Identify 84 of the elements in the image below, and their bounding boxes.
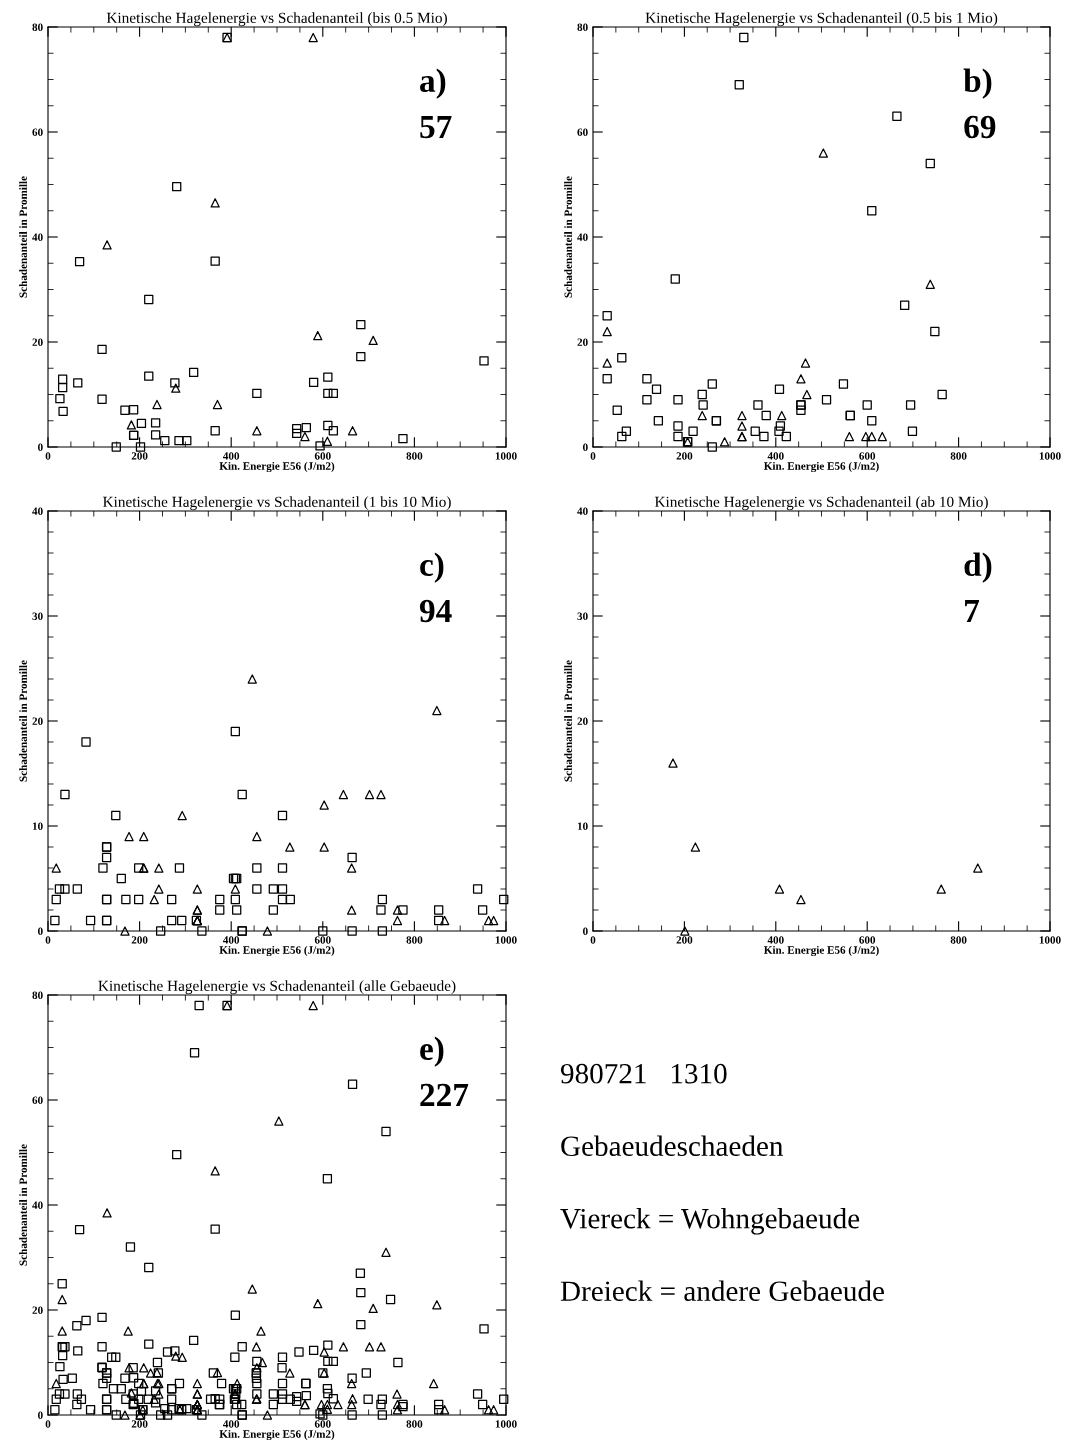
x-axis-title: Kin. Energie E56 (J/m2) — [763, 461, 879, 473]
chart-title: Kinetische Hagelenergie vs Schadenanteil (0.5 bis 1 Mio) — [645, 12, 998, 27]
chart-title: Kinetische Hagelenergie vs Schadenanteil (bis 0.5 Mio) — [106, 12, 447, 27]
annotation: b) — [963, 68, 992, 99]
y-tick-label: 40 — [577, 507, 588, 515]
x-axis-title: Kin. Energie E56 (J/m2) — [219, 1429, 335, 1441]
annotation: 94 — [419, 599, 452, 623]
chart-title: Kinetische Hagelenergie vs Schadenanteil (ab 10 Mio) — [654, 496, 988, 511]
x-axis-title: Kin. Energie E56 (J/m2) — [219, 461, 335, 473]
x-tick-label: 600 — [314, 936, 331, 944]
annotation: a) — [420, 68, 446, 99]
y-tick-label: 30 — [32, 612, 43, 620]
y-tick-label: 20 — [32, 1306, 43, 1314]
y-tick-label: 0 — [583, 443, 588, 451]
y-axis-title: Schadenanteil in Promille — [19, 176, 27, 298]
x-tick-label: 200 — [676, 936, 693, 944]
x-tick-label: 200 — [131, 1420, 148, 1428]
y-tick-label: 80 — [32, 23, 43, 31]
y-tick-label: 80 — [32, 991, 43, 999]
text: 980721 1310 — [560, 1063, 727, 1084]
y-tick-label: 40 — [32, 233, 43, 241]
x-tick-label: 1000 — [1039, 452, 1061, 460]
chart-title: Kinetische Hagelenergie vs Schadenanteil (1 bis 10 Mio) — [102, 496, 451, 511]
x-tick-label: 600 — [314, 452, 331, 460]
text: Gebaeudeschaeden — [561, 1135, 784, 1157]
x-tick-label: 800 — [406, 452, 423, 460]
x-axis-title: Kin. Energie E56 (J/m2) — [763, 945, 879, 957]
y-tick-label: 40 — [32, 507, 43, 515]
y-tick-label: 20 — [577, 338, 588, 346]
x-tick-label: 0 — [590, 936, 596, 944]
y-tick-label: 20 — [32, 338, 43, 346]
x-tick-label: 400 — [223, 1420, 240, 1428]
y-axis-title: Schadenanteil in Promille — [19, 660, 27, 782]
y-tick-label: 40 — [32, 1201, 43, 1209]
x-tick-label: 400 — [767, 452, 784, 460]
annotation: 57 — [420, 116, 452, 139]
y-axis-title: Schadenanteil in Promille — [564, 176, 572, 298]
y-tick-label: 10 — [32, 822, 43, 830]
x-tick-label: 800 — [406, 1420, 423, 1428]
x-tick-label: 200 — [131, 452, 148, 460]
y-tick-label: 20 — [32, 717, 43, 725]
x-axis-title: Kin. Energie E56 (J/m2) — [219, 945, 335, 957]
y-tick-label: 40 — [577, 233, 588, 241]
text: Dreieck = andere Gebaeude — [560, 1280, 884, 1302]
y-tick-label: 30 — [577, 612, 588, 620]
y-tick-label: 60 — [32, 1096, 43, 1104]
x-tick-label: 600 — [859, 452, 876, 460]
x-tick-label: 800 — [406, 936, 423, 944]
x-tick-label: 1000 — [495, 936, 517, 944]
text: Viereck = Wohngebaeude — [560, 1207, 860, 1235]
annotation: 69 — [964, 115, 996, 139]
x-tick-label: 0 — [590, 452, 596, 460]
y-tick-label: 60 — [32, 128, 43, 136]
x-tick-label: 200 — [676, 452, 693, 460]
y-tick-label: 0 — [583, 927, 588, 935]
y-tick-label: 10 — [577, 822, 588, 830]
y-tick-label: 60 — [577, 128, 588, 136]
x-tick-label: 600 — [314, 1420, 331, 1428]
x-tick-label: 1000 — [495, 1420, 517, 1428]
y-tick-label: 0 — [38, 1411, 43, 1419]
x-tick-label: 0 — [45, 936, 51, 944]
y-axis-title: Schadenanteil in Promille — [19, 1144, 27, 1266]
annotation: 227 — [420, 1083, 469, 1106]
y-tick-label: 80 — [577, 23, 588, 31]
x-tick-label: 400 — [223, 936, 240, 944]
annotation: e) — [420, 1036, 444, 1067]
x-tick-label: 800 — [950, 936, 967, 944]
x-tick-label: 800 — [950, 452, 967, 460]
annotation: 7 — [965, 600, 980, 622]
x-tick-label: 400 — [767, 936, 784, 944]
y-tick-label: 0 — [38, 927, 43, 935]
annotation: d) — [964, 552, 992, 583]
x-tick-label: 0 — [45, 452, 51, 460]
annotation: c) — [420, 552, 444, 583]
x-tick-label: 1000 — [495, 452, 517, 460]
x-tick-label: 1000 — [1039, 936, 1061, 944]
x-tick-label: 0 — [45, 1420, 51, 1428]
x-tick-label: 400 — [223, 452, 240, 460]
y-axis-title: Schadenanteil in Promille — [564, 660, 572, 782]
y-tick-label: 0 — [38, 443, 43, 451]
y-tick-label: 20 — [577, 717, 588, 725]
chart-title: Kinetische Hagelenergie vs Schadenanteil (alle Gebaeude) — [98, 980, 456, 995]
x-tick-label: 200 — [131, 936, 148, 944]
x-tick-label: 600 — [859, 936, 876, 944]
